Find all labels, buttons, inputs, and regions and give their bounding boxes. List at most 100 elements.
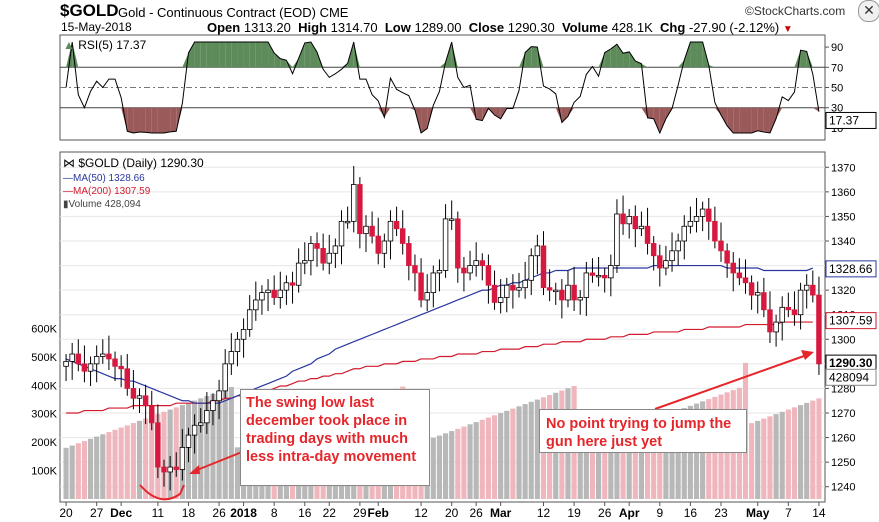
x-tick-label: Apr bbox=[619, 506, 640, 520]
candle-body bbox=[142, 395, 149, 407]
volume-bar bbox=[651, 419, 657, 499]
candle-body bbox=[528, 255, 534, 281]
price-tick-label: 1280 bbox=[831, 383, 855, 395]
rsi-oversold-fill bbox=[494, 107, 501, 119]
candle-body bbox=[810, 284, 816, 296]
volume-bar bbox=[455, 428, 461, 499]
volume-bar bbox=[228, 387, 234, 499]
rsi-oversold-fill bbox=[776, 107, 783, 119]
high-value: 1314.70 bbox=[330, 20, 378, 35]
volume-tick-label: 100K bbox=[31, 466, 57, 478]
volume-bar bbox=[583, 444, 589, 499]
rsi-overbought-fill bbox=[531, 46, 538, 68]
volume-bar bbox=[210, 393, 216, 499]
volume-bar bbox=[804, 402, 810, 499]
chg-label: Chg bbox=[660, 20, 686, 35]
volume-bar bbox=[204, 396, 210, 499]
candle-body bbox=[277, 289, 284, 298]
rsi-oversold-fill bbox=[151, 107, 158, 133]
volume-tag-box bbox=[825, 368, 877, 386]
candle-body bbox=[510, 284, 516, 291]
rsi-overbought-fill bbox=[708, 65, 715, 68]
candle-body bbox=[295, 262, 302, 286]
rsi-overbought-fill bbox=[629, 51, 636, 68]
candle-body bbox=[387, 220, 394, 242]
candle-body bbox=[706, 208, 712, 222]
candle-body bbox=[681, 225, 688, 242]
candle-body bbox=[491, 284, 498, 303]
rsi-label: RSI(5) 17.37 bbox=[78, 38, 147, 52]
x-tick-label: 19 bbox=[567, 506, 581, 520]
rsi-overbought-fill bbox=[212, 42, 220, 68]
price-tick-label: 1250 bbox=[831, 457, 855, 469]
volume-tick-label: 600K bbox=[31, 323, 57, 335]
volume-bar bbox=[626, 428, 632, 499]
candle-body bbox=[650, 243, 657, 257]
ma50-swatch: — bbox=[63, 173, 73, 184]
candle-body bbox=[742, 277, 749, 284]
volume-bar bbox=[436, 435, 443, 499]
candle-body bbox=[246, 309, 253, 330]
volume-bar bbox=[467, 424, 473, 499]
symbol-name: Gold - Continuous Contract (EOD) CME bbox=[118, 5, 348, 20]
volume-bar bbox=[785, 409, 791, 499]
rsi-overbought-fill bbox=[304, 42, 311, 68]
volume-bar bbox=[577, 446, 583, 499]
x-axis: 20 27 Dec 11 18 26 2018 8 16 22 29 Feb 12 20 26 Mar 12 19… bbox=[59, 502, 826, 520]
rsi-oversold-fill bbox=[561, 107, 568, 123]
rsi-oversold-fill bbox=[672, 107, 679, 109]
volume-bar bbox=[755, 420, 761, 499]
rsi-overbought-fill bbox=[206, 42, 213, 68]
candle-body bbox=[546, 287, 553, 291]
candle-body bbox=[767, 309, 773, 333]
candle-body bbox=[81, 363, 88, 372]
rsi-icon: ▲ bbox=[63, 38, 75, 52]
instrument-name: Gold - Continuous Contract (EOD) bbox=[118, 5, 316, 20]
candle-icon: ⋈ bbox=[63, 156, 75, 170]
rsi-oversold-fill bbox=[421, 107, 428, 133]
candle-body bbox=[638, 225, 645, 230]
volume-bar bbox=[657, 417, 663, 499]
rsi-oversold-fill bbox=[745, 107, 752, 133]
rsi-oversold-fill bbox=[139, 107, 146, 133]
volume-bar bbox=[234, 447, 241, 499]
ma50-polyline bbox=[65, 264, 814, 404]
candle-body bbox=[730, 262, 736, 274]
ma50-legend: —MA(50) 1328.66 bbox=[63, 173, 145, 184]
volume-bar bbox=[161, 411, 167, 499]
candle-body bbox=[614, 213, 620, 266]
rsi-oversold-fill bbox=[757, 107, 764, 133]
close-button[interactable]: ✕ bbox=[858, 0, 879, 22]
rsi-overbought-fill bbox=[604, 48, 611, 68]
rsi-oversold-fill bbox=[751, 107, 758, 133]
candle-body bbox=[467, 265, 473, 274]
rsi-tag: 17.37 bbox=[829, 113, 859, 127]
close-tag: 1290.30 bbox=[829, 356, 873, 370]
candle-body bbox=[179, 446, 186, 470]
rsi-oversold-fill bbox=[659, 107, 666, 133]
rsi-overbought-fill bbox=[635, 60, 642, 68]
price-tick-label: 1350 bbox=[831, 211, 855, 223]
arrow-1 bbox=[196, 451, 243, 471]
candle-body bbox=[522, 279, 528, 289]
volume-legend-label: Volume 428,094 bbox=[68, 199, 141, 210]
candle-body bbox=[320, 247, 326, 264]
candle-body bbox=[93, 356, 100, 365]
price-tick-label: 1340 bbox=[831, 236, 855, 248]
volume-icon: ▮ bbox=[63, 199, 69, 210]
candle-body bbox=[283, 282, 290, 291]
low-label: Low bbox=[384, 20, 411, 35]
rsi-tick-label: 90 bbox=[831, 42, 843, 54]
rsi-overbought-fill bbox=[249, 42, 256, 68]
rsi-overbought-fill bbox=[225, 42, 232, 68]
rsi-oversold-fill bbox=[408, 107, 415, 111]
rsi-overbought-fill bbox=[525, 46, 532, 68]
candle-body bbox=[308, 243, 314, 262]
candle-body bbox=[381, 240, 388, 254]
candle-body bbox=[161, 466, 167, 473]
candle-body bbox=[442, 218, 449, 271]
volume-tick-label: 300K bbox=[31, 409, 57, 421]
volume-bar bbox=[669, 412, 675, 499]
rsi-oversold-fill bbox=[714, 107, 722, 116]
volume-bar bbox=[632, 426, 638, 499]
